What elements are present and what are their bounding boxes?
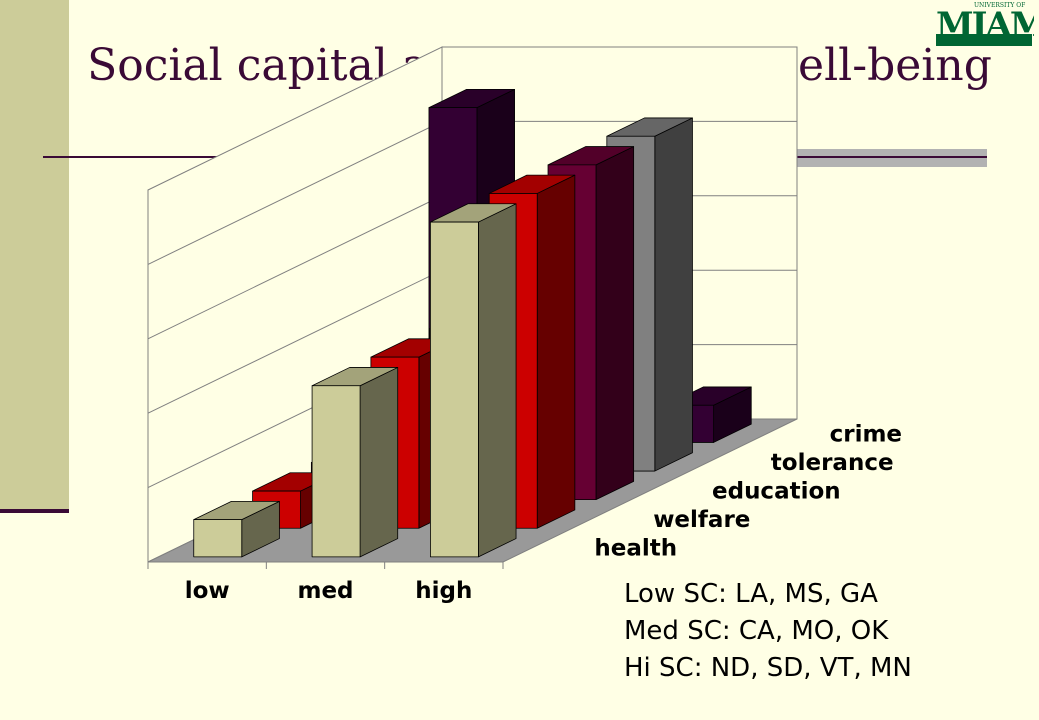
x-tick-label-med: med <box>297 578 353 604</box>
note-low: Low SC: LA, MS, GA <box>624 579 878 609</box>
note-med: Med SC: CA, MO, OK <box>624 616 889 646</box>
bar-health-med <box>311 367 399 558</box>
series-label-tolerance: tolerance <box>771 450 894 476</box>
series-label-health: health <box>594 536 677 562</box>
note-high: Hi SC: ND, SD, VT, MN <box>624 653 912 683</box>
series-label-education: education <box>712 479 841 505</box>
sidebar-underline <box>0 509 69 513</box>
bar-health-high <box>430 203 517 558</box>
state-notes: Low SC: LA, MS, GA Med SC: CA, MO, OK Hi… <box>624 576 912 687</box>
series-label-crime: crime <box>830 421 902 447</box>
sidebar-band <box>0 0 69 510</box>
x-tick-label-low: low <box>185 578 230 604</box>
series-label-welfare: welfare <box>653 507 750 533</box>
title-rule-accent <box>780 149 987 167</box>
svg-text:UNIVERSITY OF: UNIVERSITY OF <box>974 2 1025 9</box>
title-rule-accent-line <box>780 156 987 158</box>
bar-health-low <box>193 500 280 558</box>
logo-wordmark: MIAMI <box>936 5 1034 45</box>
university-logo: UNIVERSITY OF MIAMI <box>936 2 1034 46</box>
x-tick-label-high: high <box>415 578 472 604</box>
